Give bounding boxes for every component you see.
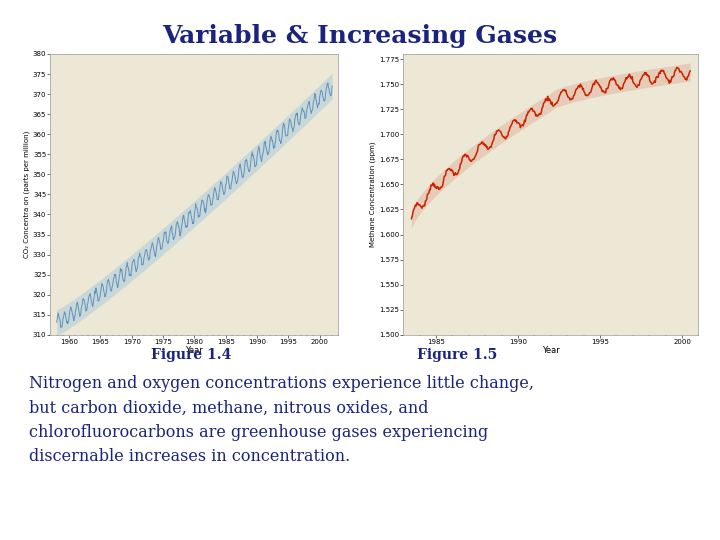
Y-axis label: CO₂ Concentra on (parts per million): CO₂ Concentra on (parts per million) [24, 131, 30, 258]
Y-axis label: Methane Concentration (ppm): Methane Concentration (ppm) [369, 141, 376, 247]
Text: Nitrogen and oxygen concentrations experience little change,
but carbon dioxide,: Nitrogen and oxygen concentrations exper… [29, 375, 534, 465]
Text: Figure 1.5: Figure 1.5 [417, 348, 498, 362]
X-axis label: Year: Year [542, 346, 559, 355]
X-axis label: Year: Year [186, 346, 203, 355]
Text: Variable & Increasing Gases: Variable & Increasing Gases [163, 24, 557, 48]
Text: Figure 1.4: Figure 1.4 [150, 348, 231, 362]
